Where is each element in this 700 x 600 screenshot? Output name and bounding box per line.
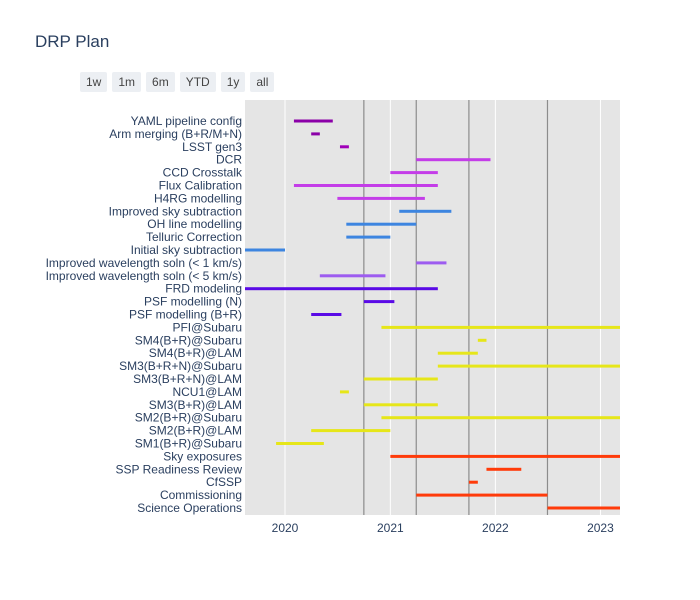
task-bar-19 <box>437 364 620 368</box>
range-button-ytd[interactable]: YTD <box>179 72 216 92</box>
task-bar-20 <box>363 377 438 381</box>
y-tick-label-16: PFI@Subaru <box>172 320 242 334</box>
x-tick-label-2020: 2020 <box>272 521 299 535</box>
y-tick-label-19: SM3(B+R+N)@Subaru <box>119 359 242 373</box>
task-bar-7 <box>399 209 452 213</box>
task-bar-9 <box>346 235 391 239</box>
y-tick-label-21: NCU1@LAM <box>172 385 242 399</box>
y-tick-label-22: SM3(B+R)@LAM <box>149 398 242 412</box>
y-tick-label-18: SM4(B+R)@LAM <box>149 346 242 360</box>
y-tick-label-11: Improved wavelength soln (< 1 km/s) <box>46 256 242 270</box>
range-button-all[interactable]: all <box>250 72 275 92</box>
range-selector: 1w 1m 6m YTD 1y all <box>80 72 275 92</box>
plot-area <box>245 100 620 515</box>
task-bar-25 <box>276 442 324 445</box>
task-bar-1 <box>311 132 320 136</box>
y-tick-label-0: YAML pipeline config <box>131 114 242 128</box>
task-bar-6 <box>337 196 425 200</box>
y-tick-label-3: DCR <box>216 153 242 167</box>
y-tick-label-14: PSF modelling (N) <box>144 295 242 309</box>
y-tick-label-7: Improved sky subtraction <box>109 204 242 218</box>
task-bar-21 <box>339 390 349 394</box>
x-tick-label-2021: 2021 <box>377 521 404 535</box>
y-tick-label-24: SM2(B+R)@LAM <box>149 424 242 438</box>
task-bar-17 <box>477 338 487 342</box>
range-button-1m[interactable]: 1m <box>112 72 142 92</box>
task-bar-10 <box>245 248 286 252</box>
task-bar-3 <box>416 158 491 162</box>
task-bar-8 <box>346 222 417 226</box>
task-bar-11 <box>416 261 447 265</box>
task-bar-24 <box>311 429 391 433</box>
y-tick-label-1: Arm merging (B+R/M+N) <box>109 127 242 141</box>
y-tick-label-30: Science Operations <box>137 501 242 515</box>
range-button-1w[interactable]: 1w <box>80 72 108 92</box>
task-bar-18 <box>437 351 478 355</box>
y-tick-label-23: SM2(B+R)@Subaru <box>135 411 242 425</box>
task-bar-30 <box>547 506 620 510</box>
y-tick-label-28: CfSSP <box>206 475 242 489</box>
task-bar-26 <box>390 454 620 458</box>
task-bar-15 <box>311 313 342 316</box>
y-tick-label-20: SM3(B+R+N)@LAM <box>133 372 242 386</box>
task-bar-13 <box>245 287 438 291</box>
x-tick-label-2023: 2023 <box>587 521 614 535</box>
y-tick-label-9: Telluric Correction <box>146 230 242 244</box>
y-tick-label-10: Initial sky subtraction <box>131 243 242 257</box>
chart-title: DRP Plan <box>35 32 110 51</box>
y-tick-label-13: FRD modeling <box>165 282 242 296</box>
y-tick-label-17: SM4(B+R)@Subaru <box>135 333 242 347</box>
y-tick-label-29: Commissioning <box>160 488 242 502</box>
task-bar-14 <box>363 300 395 304</box>
range-button-1y[interactable]: 1y <box>220 72 246 92</box>
task-bar-5 <box>293 184 438 187</box>
task-bar-27 <box>486 467 522 471</box>
y-tick-label-25: SM1(B+R)@Subaru <box>135 437 242 451</box>
task-bar-22 <box>363 403 438 407</box>
task-bar-29 <box>416 493 548 497</box>
task-bar-23 <box>381 416 620 420</box>
y-tick-label-4: CCD Crosstalk <box>163 166 243 180</box>
task-bar-0 <box>293 119 333 123</box>
task-bar-28 <box>468 480 478 484</box>
task-bar-4 <box>390 171 438 175</box>
y-tick-label-12: Improved wavelength soln (< 5 km/s) <box>46 269 242 283</box>
task-bar-2 <box>339 145 349 149</box>
y-tick-label-26: Sky exposures <box>163 449 242 463</box>
range-button-6m[interactable]: 6m <box>146 72 175 92</box>
task-bar-12 <box>319 274 386 278</box>
y-tick-label-15: PSF modelling (B+R) <box>129 308 242 322</box>
y-tick-label-5: Flux Calibration <box>159 179 242 193</box>
y-tick-label-27: SSP Readiness Review <box>115 462 242 476</box>
task-bar-16 <box>381 325 620 329</box>
x-tick-label-2022: 2022 <box>482 521 509 535</box>
y-tick-label-8: OH line modelling <box>147 217 242 231</box>
y-tick-label-2: LSST gen3 <box>182 140 242 154</box>
y-tick-label-6: H4RG modelling <box>154 191 242 205</box>
